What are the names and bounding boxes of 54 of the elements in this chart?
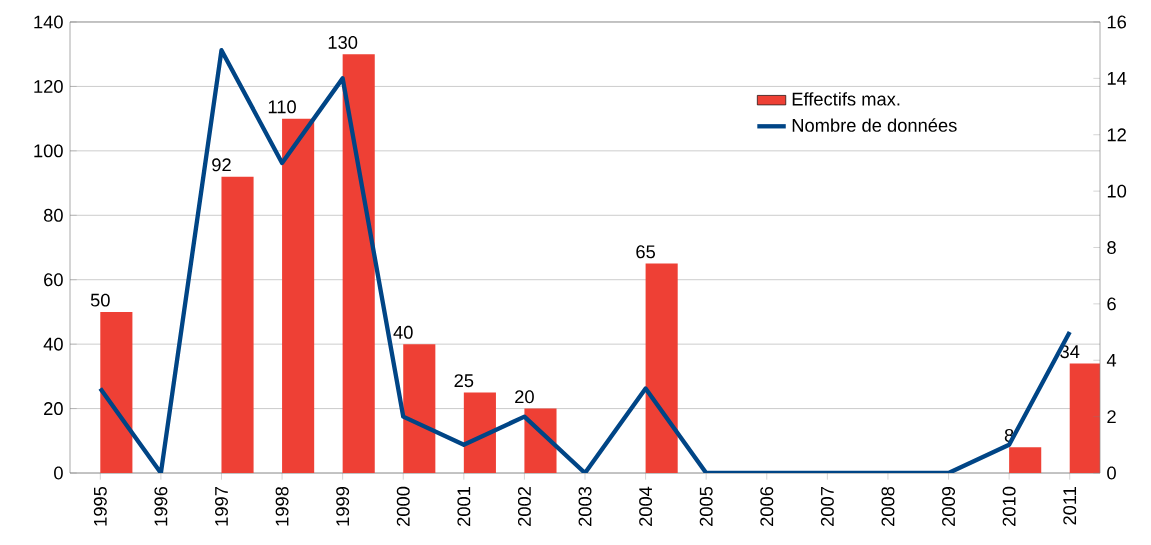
x-tick-label: 1996 bbox=[154, 486, 168, 526]
y-tick-label: 100 bbox=[34, 144, 63, 158]
y-tick-label: 120 bbox=[34, 79, 63, 93]
x-tick-label: 2005 bbox=[699, 486, 713, 526]
data-label: 20 bbox=[515, 390, 534, 404]
y2-tick-label: 0 bbox=[1107, 466, 1116, 480]
bar bbox=[1009, 447, 1042, 473]
bar bbox=[282, 118, 315, 473]
x-tick-label: 2004 bbox=[639, 486, 653, 526]
x-tick-label: 2011 bbox=[1063, 487, 1077, 525]
data-label: 92 bbox=[212, 158, 231, 172]
bar bbox=[342, 54, 375, 473]
y-tick-label: 0 bbox=[54, 466, 63, 480]
y2-tick-label: 2 bbox=[1107, 410, 1116, 424]
y-tick-label: 40 bbox=[43, 337, 63, 351]
x-tick-label: 2010 bbox=[1002, 486, 1016, 526]
x-tick-label: 1999 bbox=[336, 486, 350, 526]
y2-tick-label: 14 bbox=[1107, 72, 1127, 85]
y-tick-label: 140 bbox=[34, 15, 63, 29]
data-label: 40 bbox=[393, 325, 413, 339]
data-label: 50 bbox=[90, 293, 110, 307]
legend-label: Nombre de données bbox=[792, 118, 957, 132]
bar bbox=[524, 408, 557, 473]
x-tick-label: 2003 bbox=[578, 486, 592, 526]
bar bbox=[463, 392, 496, 473]
data-label: 65 bbox=[636, 245, 655, 259]
data-label: 130 bbox=[328, 35, 358, 49]
y2-tick-label: 10 bbox=[1107, 184, 1127, 198]
bar bbox=[403, 344, 436, 473]
y2-tick-label: 6 bbox=[1107, 297, 1116, 311]
y-tick-label: 80 bbox=[43, 208, 63, 222]
bar bbox=[645, 263, 678, 473]
x-tick-label: 1995 bbox=[93, 486, 107, 526]
y-tick-label: 20 bbox=[44, 402, 63, 416]
bar bbox=[221, 176, 254, 473]
y2-tick-label: 8 bbox=[1107, 241, 1116, 254]
bar bbox=[1069, 363, 1101, 473]
bar bbox=[100, 311, 133, 473]
x-tick-label: 2006 bbox=[760, 486, 774, 526]
y2-tick-label: 4 bbox=[1106, 353, 1117, 367]
data-label: 110 bbox=[268, 100, 296, 114]
y2-tick-label: 12 bbox=[1107, 128, 1126, 142]
x-tick-label: 2000 bbox=[396, 486, 410, 526]
x-tick-label: 2009 bbox=[942, 486, 956, 526]
legend-label: Effectifs max. bbox=[792, 92, 900, 106]
x-tick-label: 2001 bbox=[457, 487, 471, 526]
y2-tick-label: 16 bbox=[1107, 15, 1127, 29]
y-tick-label: 60 bbox=[44, 273, 63, 287]
data-label: 25 bbox=[454, 374, 474, 388]
x-tick-label: 2008 bbox=[881, 486, 895, 526]
x-tick-label: 1998 bbox=[275, 486, 289, 526]
x-tick-label: 1997 bbox=[215, 487, 228, 526]
x-tick-label: 2002 bbox=[517, 487, 531, 526]
x-tick-label: 2007 bbox=[820, 487, 834, 526]
